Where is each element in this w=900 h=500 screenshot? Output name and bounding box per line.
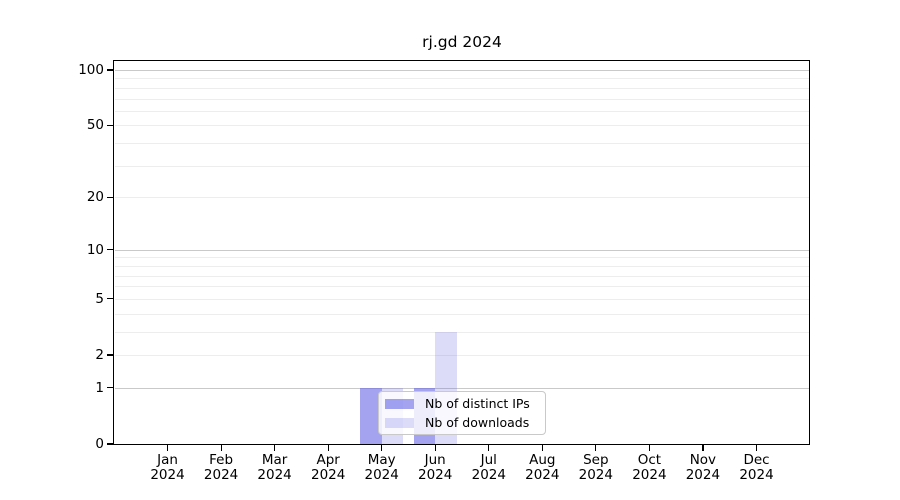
x-tick-month-label: Dec xyxy=(743,452,770,468)
x-tick-month-label: Nov xyxy=(689,452,717,468)
y-tick xyxy=(107,387,114,389)
legend-swatch-nb-of-distinct-ips xyxy=(385,398,414,409)
minor-gridline xyxy=(115,265,809,267)
minor-gridline xyxy=(115,98,809,100)
x-tick-month-label: May xyxy=(367,452,396,468)
x-tick-month-label: Jul xyxy=(480,452,497,468)
bar-nb-of-distinct-ips xyxy=(360,387,382,444)
major-gridline xyxy=(115,387,809,389)
x-tick xyxy=(595,444,597,451)
y-tick-label: 10 xyxy=(86,241,104,258)
y-tick-label: 2 xyxy=(95,347,104,363)
x-tick xyxy=(220,444,222,451)
legend-swatch-nb-of-downloads xyxy=(385,417,414,428)
x-tick-month-label: Jun xyxy=(424,452,446,468)
x-tick-year-label: 2024 xyxy=(418,467,453,483)
x-tick-month-label: Feb xyxy=(209,452,234,468)
minor-gridline xyxy=(115,286,809,288)
minor-gridline xyxy=(115,110,809,112)
minor-gridline xyxy=(115,197,809,199)
x-tick-month-label: Mar xyxy=(261,452,288,468)
y-tick xyxy=(107,124,114,127)
minor-gridline xyxy=(115,125,809,127)
x-tick xyxy=(541,444,543,451)
y-tick xyxy=(107,354,114,356)
y-tick xyxy=(107,69,114,71)
y-tick-label: 100 xyxy=(78,62,104,78)
minor-gridline xyxy=(115,298,809,300)
x-tick-year-label: 2024 xyxy=(739,467,774,483)
x-tick-month-label: Jan xyxy=(157,452,178,468)
major-gridline xyxy=(115,249,809,251)
x-tick-year-label: 2024 xyxy=(364,467,399,483)
y-tick xyxy=(107,249,114,251)
x-tick-year-label: 2024 xyxy=(311,467,346,483)
x-tick xyxy=(381,444,383,451)
x-tick-month-label: Apr xyxy=(316,452,340,468)
plot-frame xyxy=(113,60,810,445)
y-tick-label: 0 xyxy=(95,436,104,452)
x-tick xyxy=(702,444,704,451)
y-tick xyxy=(107,298,114,300)
x-tick-month-label: Aug xyxy=(529,452,556,468)
x-tick-year-label: 2024 xyxy=(203,467,239,483)
minor-gridline xyxy=(115,87,809,89)
x-tick xyxy=(166,444,169,451)
x-tick-year-label: 2024 xyxy=(578,467,613,483)
y-tick-label: 50 xyxy=(86,117,104,134)
x-tick xyxy=(488,444,490,451)
y-tick xyxy=(107,443,114,445)
minor-gridline xyxy=(115,257,809,259)
x-tick xyxy=(648,444,651,451)
minor-gridline xyxy=(115,331,809,333)
legend-label: Nb of downloads xyxy=(425,414,530,430)
x-tick-year-label: 2024 xyxy=(525,467,560,483)
y-tick-label: 20 xyxy=(86,189,104,206)
chart-title: rj.gd 2024 xyxy=(422,33,502,51)
y-tick xyxy=(107,196,114,198)
major-gridline xyxy=(115,70,809,71)
legend-row: Nb of downloads xyxy=(385,413,539,432)
legend-label: Nb of distinct IPs xyxy=(425,395,530,411)
x-tick xyxy=(274,444,276,451)
x-tick-year-label: 2024 xyxy=(632,467,667,483)
minor-gridline xyxy=(115,78,809,80)
minor-gridline xyxy=(115,143,809,145)
x-tick xyxy=(327,444,329,451)
y-tick-label: 1 xyxy=(95,379,104,396)
legend: Nb of distinct IPs Nb of downloads xyxy=(378,391,546,435)
x-tick-year-label: 2024 xyxy=(257,467,292,483)
x-tick-year-label: 2024 xyxy=(471,467,506,483)
minor-gridline xyxy=(115,313,809,315)
minor-gridline xyxy=(115,165,809,167)
legend-row: Nb of distinct IPs xyxy=(385,394,539,413)
x-tick-month-label: Sep xyxy=(583,452,609,468)
minor-gridline xyxy=(115,355,809,356)
x-tick xyxy=(755,444,758,451)
x-tick-year-label: 2024 xyxy=(150,467,185,483)
x-tick-month-label: Oct xyxy=(637,452,662,468)
y-tick-label: 5 xyxy=(95,290,104,307)
x-tick-year-label: 2024 xyxy=(685,467,721,483)
minor-gridline xyxy=(115,275,809,277)
x-tick xyxy=(434,444,436,451)
